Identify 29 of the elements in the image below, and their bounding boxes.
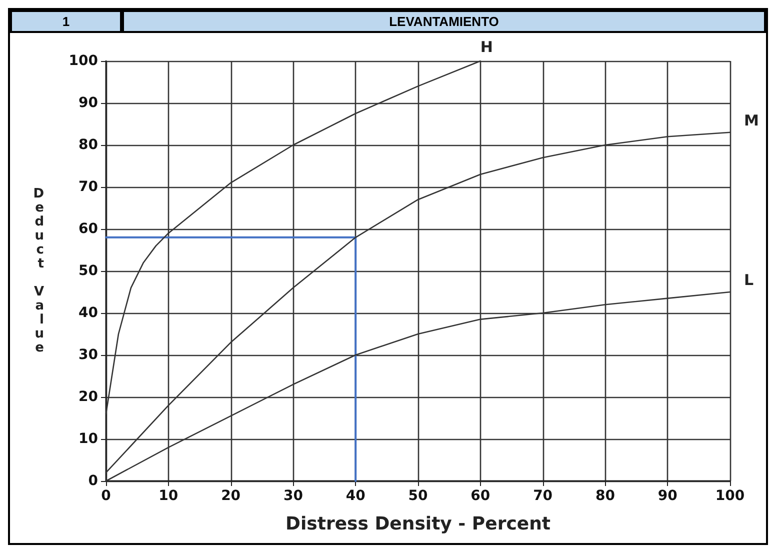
x-tick-label: 90 xyxy=(658,488,678,504)
x-tick-label: 60 xyxy=(470,488,490,504)
x-tick-label: 100 xyxy=(715,488,745,504)
y-tick-label: 30 xyxy=(78,347,98,363)
y-tick-label: 50 xyxy=(78,263,98,279)
chart-title: LEVANTAMIENTO xyxy=(122,10,766,33)
x-tick-label: 20 xyxy=(221,488,241,504)
text: 1 xyxy=(10,10,122,33)
x-tick-label: 70 xyxy=(533,488,553,504)
series-label: M xyxy=(744,111,759,130)
series-label: H xyxy=(480,38,493,56)
y-tick-label: 40 xyxy=(78,305,98,321)
y-tick-label: 20 xyxy=(78,389,98,405)
y-tick-label: 0 xyxy=(88,473,98,489)
x-tick-label: 0 xyxy=(101,488,112,504)
x-tick-label: 80 xyxy=(595,488,616,504)
x-tick-label: 30 xyxy=(283,488,304,504)
x-tick-label: 40 xyxy=(346,488,366,504)
x-tick-label: 50 xyxy=(408,488,428,504)
y-tick-label: 60 xyxy=(78,221,98,237)
y-tick-label: 100 xyxy=(68,53,98,69)
y-tick-label: 10 xyxy=(78,431,98,447)
series-label: L xyxy=(744,271,754,289)
x-axis-title: Distress Density - Percent xyxy=(286,514,551,534)
x-tick-label: 10 xyxy=(158,488,178,504)
y-tick-label: 90 xyxy=(78,95,98,111)
y-tick-label: 70 xyxy=(78,179,98,195)
text: Deduct Value xyxy=(33,186,44,356)
y-tick-label: 80 xyxy=(78,137,98,153)
